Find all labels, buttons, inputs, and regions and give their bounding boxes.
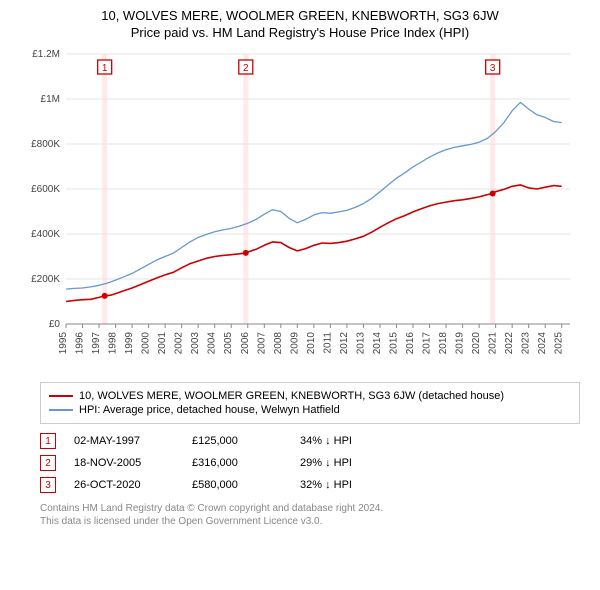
sale-pct: 34% ↓ HPI xyxy=(300,435,352,447)
sale-marker-icon: 3 xyxy=(40,477,56,493)
chart-subtitle: Price paid vs. HM Land Registry's House … xyxy=(0,25,600,40)
chart-svg: £0 £200K £400K £600K £800K £1M £1.2M 1 2 3 1995 199… xyxy=(20,44,580,374)
chart-plot-area: £0 £200K £400K £600K £800K £1M £1.2M 1 2 3 1995 199… xyxy=(20,44,580,374)
svg-text:2020: 2020 xyxy=(471,332,482,355)
svg-text:2: 2 xyxy=(243,63,249,74)
chart-titles: 10, WOLVES MERE, WOOLMER GREEN, KNEBWORT… xyxy=(0,0,600,44)
legend-item: 10, WOLVES MERE, WOOLMER GREEN, KNEBWORT… xyxy=(49,389,571,403)
svg-text:2010: 2010 xyxy=(306,332,317,355)
svg-text:£1M: £1M xyxy=(41,94,60,105)
sale-pct: 32% ↓ HPI xyxy=(300,479,352,491)
footer-line: This data is licensed under the Open Gov… xyxy=(40,515,580,528)
svg-text:2001: 2001 xyxy=(157,332,168,355)
legend-label: HPI: Average price, detached house, Welw… xyxy=(79,404,340,416)
svg-text:3: 3 xyxy=(490,63,496,74)
svg-text:2022: 2022 xyxy=(504,332,515,355)
sale-pct: 29% ↓ HPI xyxy=(300,457,352,469)
legend-swatch-hpi xyxy=(49,409,73,411)
svg-text:2024: 2024 xyxy=(537,332,548,355)
svg-text:2004: 2004 xyxy=(207,332,218,355)
svg-text:1996: 1996 xyxy=(75,332,86,355)
svg-text:2018: 2018 xyxy=(438,332,449,355)
sale-marker-icon: 2 xyxy=(40,455,56,471)
svg-text:2013: 2013 xyxy=(355,332,366,355)
svg-text:2017: 2017 xyxy=(422,332,433,355)
sale-price: £316,000 xyxy=(192,457,282,469)
svg-text:2016: 2016 xyxy=(405,332,416,355)
sale-row: 1 02-MAY-1997 £125,000 34% ↓ HPI xyxy=(40,430,580,452)
sale-price: £125,000 xyxy=(192,435,282,447)
chart-container: 10, WOLVES MERE, WOOLMER GREEN, KNEBWORT… xyxy=(0,0,600,528)
svg-text:2000: 2000 xyxy=(141,332,152,355)
sale-date: 18-NOV-2005 xyxy=(74,457,174,469)
svg-text:£400K: £400K xyxy=(31,229,60,240)
legend-label: 10, WOLVES MERE, WOOLMER GREEN, KNEBWORT… xyxy=(79,390,504,402)
svg-text:2021: 2021 xyxy=(488,332,499,355)
svg-text:1999: 1999 xyxy=(124,332,135,355)
sale-row: 2 18-NOV-2005 £316,000 29% ↓ HPI xyxy=(40,452,580,474)
sale-date: 26-OCT-2020 xyxy=(74,479,174,491)
svg-text:2007: 2007 xyxy=(256,332,267,355)
svg-text:2019: 2019 xyxy=(455,332,466,355)
svg-text:2006: 2006 xyxy=(240,332,251,355)
svg-text:1997: 1997 xyxy=(91,332,102,355)
sale-date: 02-MAY-1997 xyxy=(74,435,174,447)
svg-text:£600K: £600K xyxy=(31,184,60,195)
svg-text:2025: 2025 xyxy=(554,332,565,355)
legend-item: HPI: Average price, detached house, Welw… xyxy=(49,403,571,417)
svg-text:2003: 2003 xyxy=(190,332,201,355)
svg-text:£200K: £200K xyxy=(31,274,60,285)
chart-title-address: 10, WOLVES MERE, WOOLMER GREEN, KNEBWORT… xyxy=(0,8,600,23)
svg-text:2005: 2005 xyxy=(223,332,234,355)
sales-table: 1 02-MAY-1997 £125,000 34% ↓ HPI 2 18-NO… xyxy=(40,430,580,496)
svg-text:1998: 1998 xyxy=(108,332,119,355)
sale-row: 3 26-OCT-2020 £580,000 32% ↓ HPI xyxy=(40,474,580,496)
svg-text:2012: 2012 xyxy=(339,332,350,355)
sale-marker-icon: 1 xyxy=(40,433,56,449)
svg-text:1: 1 xyxy=(102,63,108,74)
footer-line: Contains HM Land Registry data © Crown c… xyxy=(40,502,580,515)
legend-swatch-price-paid xyxy=(49,395,73,397)
legend-box: 10, WOLVES MERE, WOOLMER GREEN, KNEBWORT… xyxy=(40,382,580,424)
svg-text:1995: 1995 xyxy=(58,332,69,355)
svg-text:2011: 2011 xyxy=(322,332,333,354)
svg-text:£0: £0 xyxy=(49,319,61,330)
svg-text:2023: 2023 xyxy=(521,332,532,355)
svg-text:£1.2M: £1.2M xyxy=(32,49,60,60)
svg-text:2015: 2015 xyxy=(388,332,399,355)
sale-price: £580,000 xyxy=(192,479,282,491)
svg-text:2009: 2009 xyxy=(289,332,300,355)
svg-text:2008: 2008 xyxy=(273,332,284,355)
svg-text:£800K: £800K xyxy=(31,139,60,150)
svg-text:2014: 2014 xyxy=(372,332,383,355)
attribution-footer: Contains HM Land Registry data © Crown c… xyxy=(40,502,580,528)
svg-text:2002: 2002 xyxy=(174,332,185,355)
